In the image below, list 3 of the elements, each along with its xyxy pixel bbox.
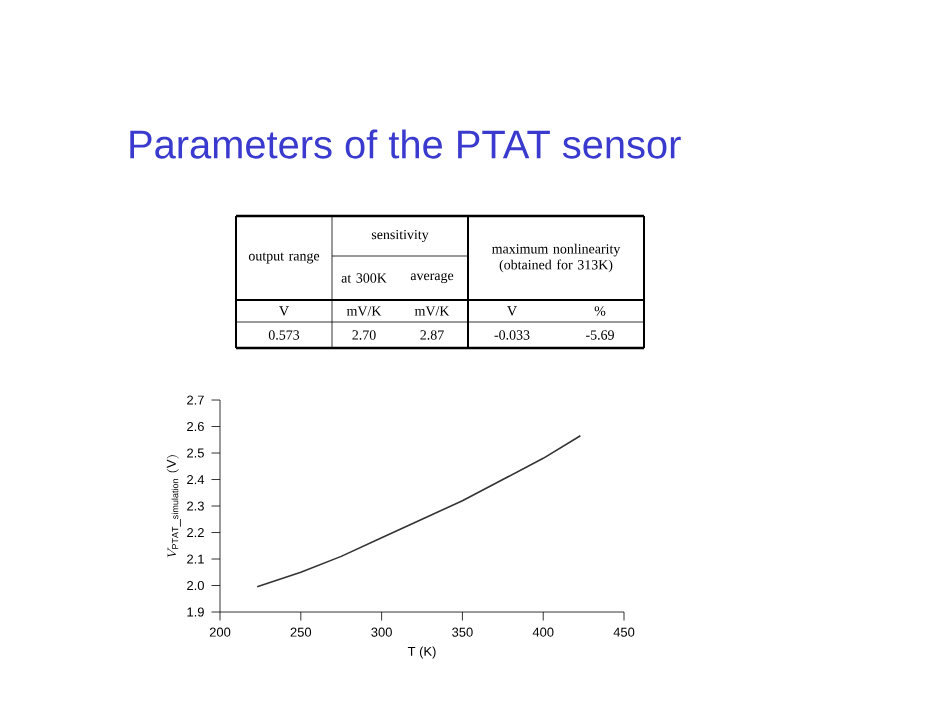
line-series xyxy=(256,434,582,588)
y-axis-title: $V_{\mathrm{PTAT\_simulation}}\ (\mathrm{V})$ xyxy=(166,455,181,558)
chart-title: Parameters of the PTAT sensor xyxy=(130,129,681,159)
